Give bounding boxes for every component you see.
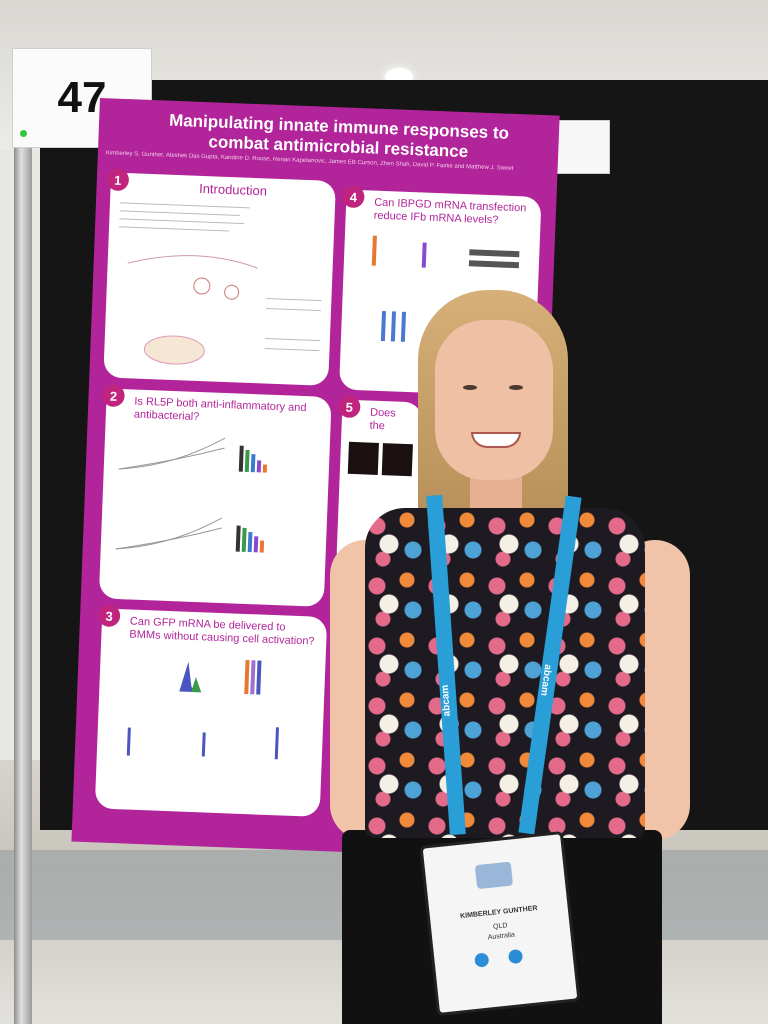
poster-panel-rl5p: 2 Is RL5P both anti-inflammatory and ant… bbox=[98, 384, 332, 607]
lanyard-brand: abcam bbox=[538, 663, 554, 697]
poster-number: 47 bbox=[57, 73, 107, 122]
presenter: abcam abcam KIMBERLEY GUNTHER QLD Austra… bbox=[330, 290, 710, 1024]
ibpgd-graphs bbox=[371, 235, 520, 342]
smiling-face bbox=[435, 320, 553, 480]
eye bbox=[509, 385, 523, 390]
poster-panel-gfp: 3 Can GFP mRNA be delivered to BMMs with… bbox=[94, 604, 328, 817]
growth-curves bbox=[115, 437, 226, 550]
eye bbox=[463, 385, 477, 390]
board-pole bbox=[14, 90, 32, 1024]
conference-logo bbox=[474, 861, 514, 890]
green-dot-icon bbox=[20, 130, 27, 137]
sponsor-card bbox=[553, 120, 610, 174]
name-badge: KIMBERLEY GUNTHER QLD Australia bbox=[419, 830, 581, 1017]
flow-histograms bbox=[126, 660, 279, 760]
badge-dot-icon bbox=[507, 948, 524, 965]
introduction-diagram bbox=[119, 202, 322, 365]
smile bbox=[471, 432, 521, 448]
research-poster: Manipulating innate immune responses to … bbox=[71, 98, 560, 860]
badge-dot-icon bbox=[474, 952, 490, 968]
poster-panel-ibpgd: 4 Can IBPGD mRNA transfection reduce IFb… bbox=[338, 185, 542, 397]
floral-blouse bbox=[365, 508, 645, 838]
poster-panel-introduction: 1 Introduction bbox=[103, 168, 336, 386]
lanyard-brand: abcam bbox=[439, 684, 453, 717]
